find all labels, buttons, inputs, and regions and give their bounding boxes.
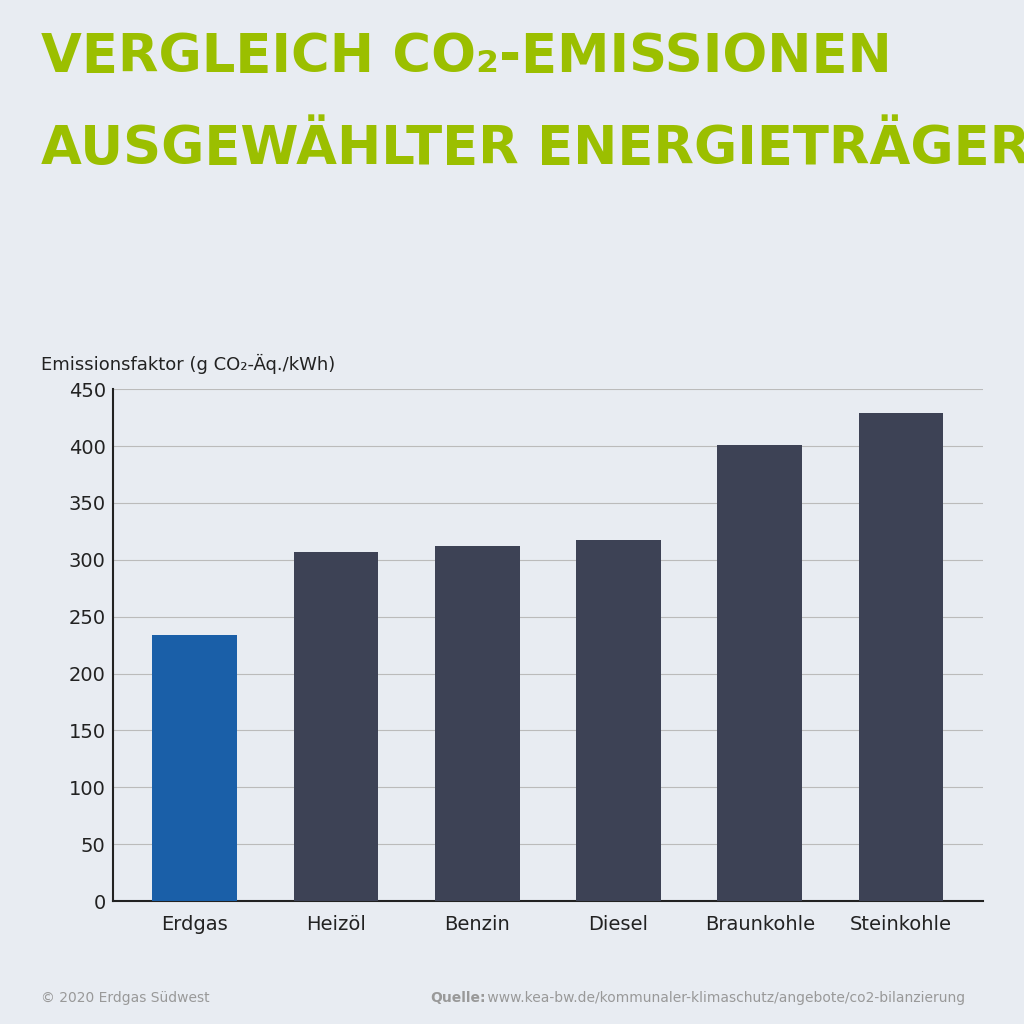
Text: Quelle:: Quelle: [430,991,485,1006]
Bar [718,444,802,901]
Bar [859,413,943,901]
Bar [577,541,660,901]
Text: www.kea-bw.de/kommunaler-klimaschutz/angebote/co2-bilanzierung: www.kea-bw.de/kommunaler-klimaschutz/ang… [483,991,966,1006]
Text: VERGLEICH CO₂-EMISSIONEN: VERGLEICH CO₂-EMISSIONEN [41,31,892,83]
Bar [153,635,237,901]
Text: AUSGEWÄHLTER ENERGIETRÄGER: AUSGEWÄHLTER ENERGIETRÄGER [41,123,1024,175]
Text: Emissionsfaktor (g CO₂-Äq./kWh): Emissionsfaktor (g CO₂-Äq./kWh) [41,353,335,374]
Text: © 2020 Erdgas Südwest: © 2020 Erdgas Südwest [41,991,210,1006]
Bar [435,546,519,901]
Bar [294,552,378,901]
